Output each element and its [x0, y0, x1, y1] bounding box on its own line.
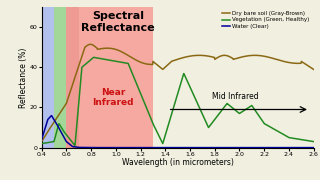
Bar [54, 7, 66, 148]
X-axis label: Wavelength (in micrometers): Wavelength (in micrometers) [122, 158, 234, 167]
Y-axis label: Reflectance (%): Reflectance (%) [19, 47, 28, 108]
Bar [79, 7, 153, 148]
Text: Spectral
Reflectance: Spectral Reflectance [81, 11, 155, 33]
Text: Near
Infrared: Near Infrared [92, 88, 134, 107]
Text: Mid Infrared: Mid Infrared [212, 93, 259, 102]
Legend: Dry bare soil (Gray-Brown), Vegetation (Green, Healthy), Water (Clear): Dry bare soil (Gray-Brown), Vegetation (… [221, 10, 311, 30]
Bar [66, 7, 79, 148]
Bar [42, 7, 54, 148]
